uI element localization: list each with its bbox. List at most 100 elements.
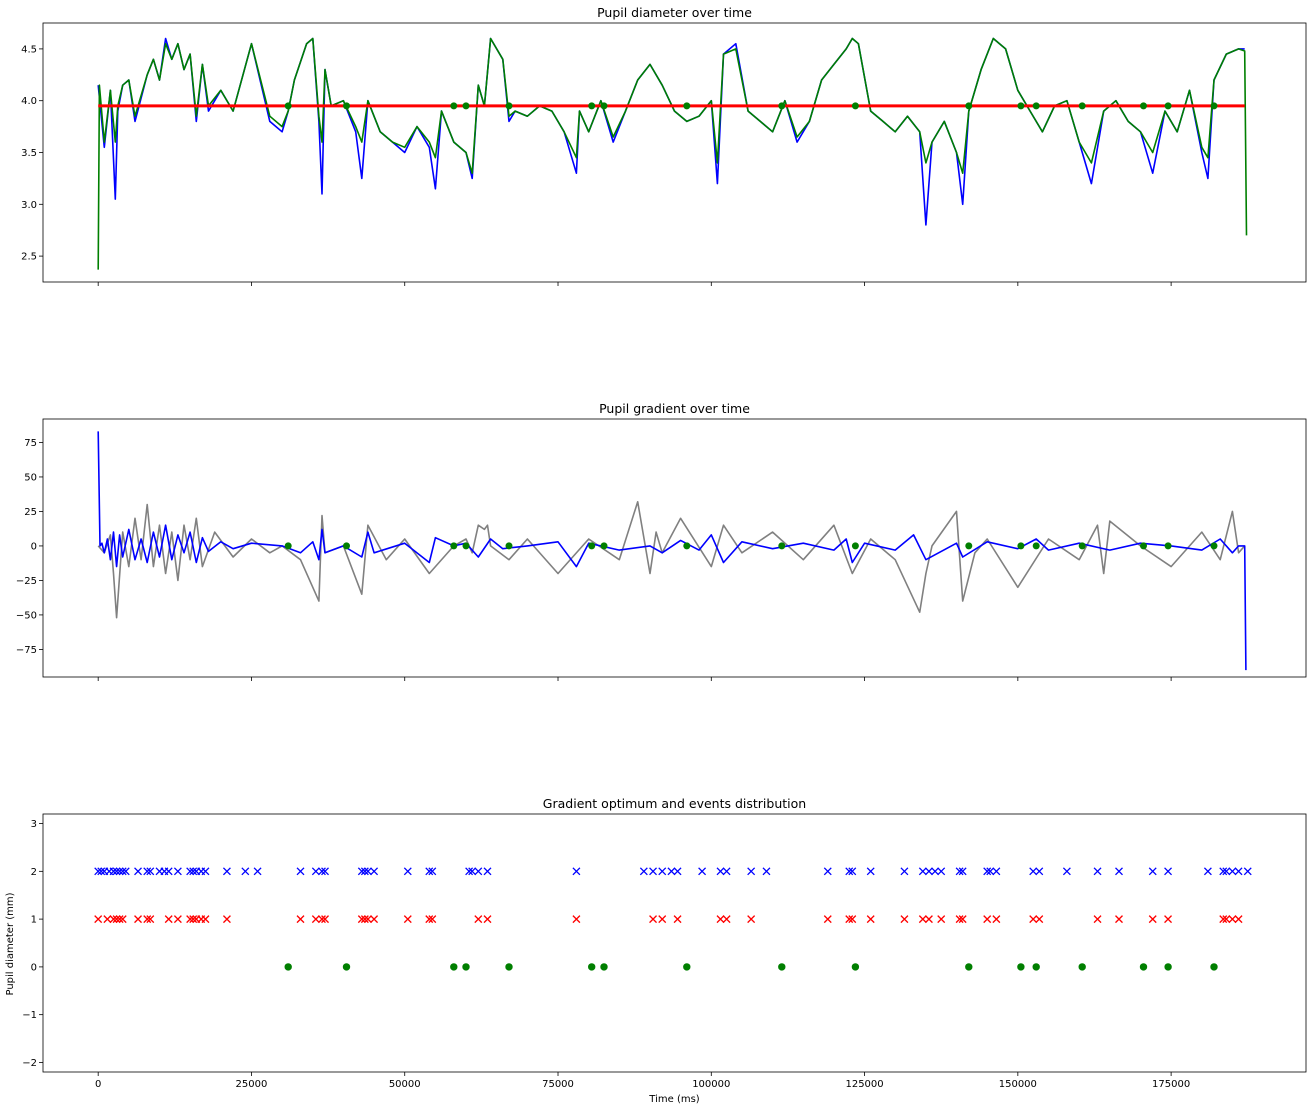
panel-events-point-x: [483, 867, 492, 876]
panel-events-point-x: [103, 915, 112, 924]
panel-diameter-marker: [1032, 102, 1040, 110]
panel-diameter-ytick-label: 4.5: [21, 44, 37, 55]
panel-events-ytick-label: 0: [31, 962, 37, 973]
panel-events-point-x: [428, 867, 437, 876]
panel-events-point-x: [958, 867, 967, 876]
panel-diameter-marker: [1210, 102, 1218, 110]
panel-events-point-x: [321, 915, 329, 924]
panel-events-point-x: [311, 867, 320, 876]
panel-diameter-ytick-label: 4.0: [21, 96, 37, 107]
panel-events-point-x: [109, 915, 118, 924]
panel-events-point-x: [146, 915, 155, 924]
panel-events-point-circle: [450, 963, 458, 971]
panel-events-point-x: [649, 915, 658, 924]
panel-diameter-yticks: 2.5 3.0 3.5 4.0 4.5: [21, 44, 43, 263]
panel-events-point-circle: [505, 963, 513, 971]
panel-events-point-x: [986, 867, 995, 876]
panel-events-point-x: [983, 867, 992, 876]
panel-events-point-x: [425, 867, 434, 876]
panel-events-point-x: [483, 915, 492, 924]
panel-events-point-x: [363, 867, 372, 876]
panel-gradient-marker: [1210, 542, 1218, 550]
panel-diameter-markers: [284, 102, 1218, 110]
panel-events-point-x: [924, 867, 933, 876]
panel-gradient-marker: [450, 542, 458, 550]
panel-events-point-x: [900, 915, 909, 924]
panel-events-point-x: [474, 867, 483, 876]
panel-gradient-title: Pupil gradient over time: [599, 401, 750, 416]
panel-events-point-x: [1164, 867, 1173, 876]
panel-gradient-series-0-line: [97, 500, 1246, 619]
panel-events-point-x: [403, 867, 412, 876]
panel-events-point-x: [94, 867, 103, 876]
panel-diameter-ytick-label: 2.5: [21, 252, 37, 263]
panel-events-point-x: [222, 915, 231, 924]
panel-events-point-x: [673, 915, 682, 924]
panel-events-point-x: [1148, 915, 1157, 924]
panel-events-point-x: [1222, 915, 1231, 924]
panel-diameter-title: Pupil diameter over time: [597, 5, 752, 20]
panel-events-point-x: [658, 915, 667, 924]
panel-diameter-marker: [1164, 102, 1172, 110]
panel-gradient-marker: [965, 542, 973, 550]
panel-diameter-marker: [462, 102, 470, 110]
panel-events-point-x: [955, 915, 964, 924]
panel-events-point-x: [468, 867, 477, 876]
panel-events-point-x: [747, 867, 756, 876]
panel-diameter-marker: [1140, 102, 1147, 110]
panel-gradient-marker: [505, 542, 513, 550]
panel-events-point-x: [321, 867, 329, 876]
panel-events-point-x: [1228, 915, 1237, 924]
panel-events-point-x: [722, 915, 731, 924]
panel-diameter-marker: [600, 102, 608, 110]
panel-gradient-ytick-label: 0: [31, 541, 37, 552]
panel-events: Gradient optimum and events distribution…: [5, 796, 1307, 1105]
panel-events-point-x: [698, 867, 707, 876]
panel-events-point-x: [164, 867, 173, 876]
panel-events-point-x: [370, 915, 379, 924]
panel-events-point-x: [823, 867, 832, 876]
panel-events-point-x: [146, 867, 155, 876]
panel-events-point-circle: [851, 963, 860, 971]
panel-events-point-x: [1164, 915, 1173, 924]
panel-diameter-marker: [450, 102, 458, 110]
panel-events-point-x: [845, 867, 854, 876]
panel-gradient-marker: [1032, 542, 1040, 550]
panel-events-point-x: [143, 867, 152, 876]
panel-diameter-ytick-label: 3.5: [21, 148, 37, 159]
panel-gradient: Pupil gradient over time −75 −50 −25 0 25 50 7…: [16, 401, 1307, 681]
panel-events-point-x: [428, 915, 437, 924]
panel-events-point-x: [848, 915, 857, 924]
panel-events-point-x: [121, 867, 130, 876]
panel-events-ytick-label: 3: [31, 819, 37, 830]
panel-events-point-x: [900, 867, 909, 876]
panel-events-point-x: [1243, 867, 1252, 876]
panel-events-point-x: [189, 867, 198, 876]
panel-events-point-x: [1203, 867, 1212, 876]
panel-events-point-x: [1115, 867, 1123, 876]
panel-events-point-x: [845, 915, 854, 924]
panel-events-point-circle: [1078, 963, 1086, 971]
panel-events-point-x: [1093, 867, 1102, 876]
panel-events-point-x: [189, 915, 198, 924]
panel-gradient-marker: [343, 542, 350, 550]
panel-events-point-x: [572, 867, 581, 876]
panel-events-point-x: [94, 915, 103, 924]
panel-events-point-x: [118, 915, 127, 924]
panel-gradient-ytick-label: −50: [16, 610, 37, 621]
panel-events-point-x: [716, 915, 725, 924]
panel-gradient-ytick-label: 25: [24, 507, 37, 518]
panel-events-point-x: [403, 915, 412, 924]
panel-diameter-marker: [505, 102, 513, 110]
panel-events-point-x: [1093, 915, 1102, 924]
panel-events-point-x: [983, 915, 992, 924]
panel-events-point-x: [955, 867, 964, 876]
panel-gradient-marker: [1164, 542, 1172, 550]
panel-diameter-xticks: [97, 282, 1172, 286]
panel-events-point-x: [667, 867, 676, 876]
panel-events-point-x: [937, 867, 946, 876]
panel-events-point-circle: [588, 963, 596, 971]
panel-diameter-marker: [778, 102, 786, 110]
panel-diameter-ytick-label: 3.0: [21, 200, 37, 211]
panel-events-xtick-label: 25000: [236, 1079, 268, 1090]
